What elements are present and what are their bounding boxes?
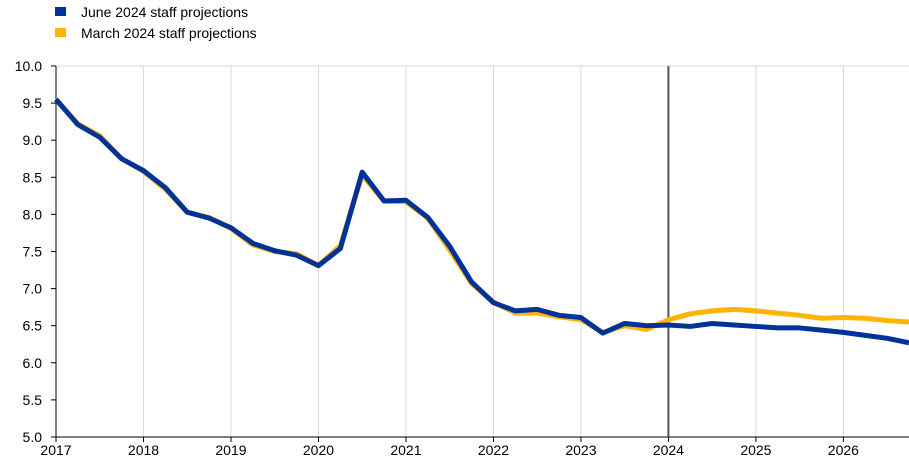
grid xyxy=(56,65,909,437)
legend-swatch-march-2024 xyxy=(55,28,66,37)
y-tick-label: 8.0 xyxy=(23,206,43,222)
y-tick-label: 7.5 xyxy=(23,244,43,260)
y-tick-label: 9.0 xyxy=(23,132,43,148)
series-line-june-2024 xyxy=(54,97,909,346)
x-tick-label: 2023 xyxy=(565,442,596,458)
x-tick-label: 2017 xyxy=(40,442,71,458)
legend: June 2024 staff projections March 2024 st… xyxy=(55,4,257,41)
y-tick-label: 6.0 xyxy=(23,355,43,371)
x-tick-label: 2026 xyxy=(828,442,859,458)
x-tick-label: 2022 xyxy=(478,442,509,458)
y-tick-label: 6.5 xyxy=(23,318,43,334)
x-tick-label: 2019 xyxy=(215,442,246,458)
y-tick-label: 7.0 xyxy=(23,281,43,297)
axes xyxy=(51,65,909,442)
x-tick-label: 2024 xyxy=(653,442,684,458)
legend-label-march-2024: March 2024 staff projections xyxy=(81,25,257,41)
legend-swatch-june-2024 xyxy=(55,7,66,16)
y-tick-label: 9.5 xyxy=(23,95,43,111)
y-tick-label: 5.5 xyxy=(23,392,43,408)
tick-labels: 5.0 5.5 6.0 6.5 7.0 7.5 8.0 8.5 9.0 9.5 10.0 2017 20… xyxy=(15,58,859,458)
x-tick-label: 2020 xyxy=(303,442,334,458)
series-layer xyxy=(54,97,909,346)
y-tick-label: 10.0 xyxy=(15,58,42,74)
y-tick-label: 8.5 xyxy=(23,169,43,185)
x-tick-label: 2021 xyxy=(390,442,421,458)
legend-label-june-2024: June 2024 staff projections xyxy=(81,4,248,20)
y-tick-label: 5.0 xyxy=(23,429,43,445)
series-line-march-2024 xyxy=(54,97,909,335)
x-tick-label: 2018 xyxy=(128,442,159,458)
x-tick-label: 2025 xyxy=(740,442,771,458)
